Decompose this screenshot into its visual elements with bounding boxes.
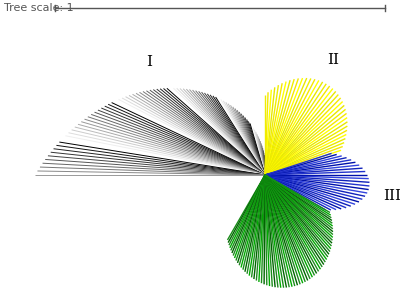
- Text: III: III: [383, 189, 400, 203]
- Text: I: I: [146, 55, 152, 69]
- Text: II: II: [328, 53, 340, 67]
- Text: Tree scale: 1: Tree scale: 1: [4, 3, 74, 13]
